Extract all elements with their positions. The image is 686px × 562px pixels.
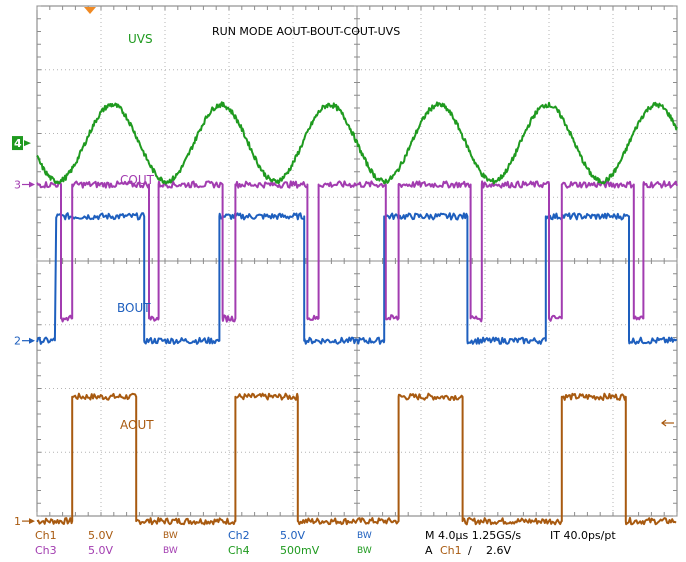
ch4-volts: 500mV [280, 544, 320, 557]
series-label-uvs: UVS [128, 32, 153, 46]
ch2-bw-icon: BW [357, 531, 372, 541]
trigger-slope-icon: ∕ [468, 544, 472, 557]
ch3-bw-icon: BW [163, 546, 178, 556]
ch4-label: Ch4 [228, 544, 250, 557]
ch3-volts: 5.0V [88, 544, 114, 557]
channel-marker-4: 4 [12, 136, 31, 151]
ch1-bw-icon: BW [163, 531, 178, 541]
trace-aout [36, 392, 677, 526]
ch2-volts: 5.0V [280, 529, 306, 542]
series-labels: AOUT BOUT COUT UVS [117, 32, 155, 432]
marker-bg [12, 136, 23, 151]
ch1-label: Ch1 [35, 529, 57, 542]
marker-arrow [29, 337, 35, 344]
ch4-bw-icon: BW [357, 546, 372, 556]
trigger-level: 2.6V [486, 544, 512, 557]
channel-marker-2: 2 [14, 335, 35, 348]
channel-markers: 1 2 3 4 [12, 136, 35, 528]
marker-arrow [29, 181, 35, 188]
trace-bout [36, 212, 678, 345]
ch3-label: Ch3 [35, 544, 57, 557]
graticule [36, 5, 678, 517]
marker-number: 4 [14, 137, 22, 150]
marker-number: 1 [14, 515, 21, 528]
chart-title: RUN MODE AOUT-BOUT-COUT-UVS [212, 25, 400, 38]
waveform-traces [36, 101, 678, 526]
series-label-aout: AOUT [120, 418, 154, 432]
timebase-readout: M 4.0µs 1.25GS/s [425, 529, 522, 542]
series-label-cout: COUT [120, 173, 155, 187]
marker-number: 3 [14, 179, 21, 192]
trigger-position-marker [84, 7, 96, 14]
trace-uvs [36, 101, 678, 185]
trigger-label: A [425, 544, 433, 557]
marker-number: 2 [14, 335, 21, 348]
ch1-volts: 5.0V [88, 529, 114, 542]
channel-marker-1: 1 [14, 515, 35, 528]
series-label-bout: BOUT [117, 301, 151, 315]
trigger-level-arrow [661, 419, 674, 427]
channel-marker-3: 3 [14, 179, 35, 192]
trace-cout [36, 180, 678, 323]
marker-arrow [29, 518, 35, 525]
marker-arrow [24, 140, 31, 147]
trigger-source: Ch1 [440, 544, 462, 557]
interp-readout: IT 40.0ps/pt [550, 529, 616, 542]
ch2-label: Ch2 [228, 529, 250, 542]
